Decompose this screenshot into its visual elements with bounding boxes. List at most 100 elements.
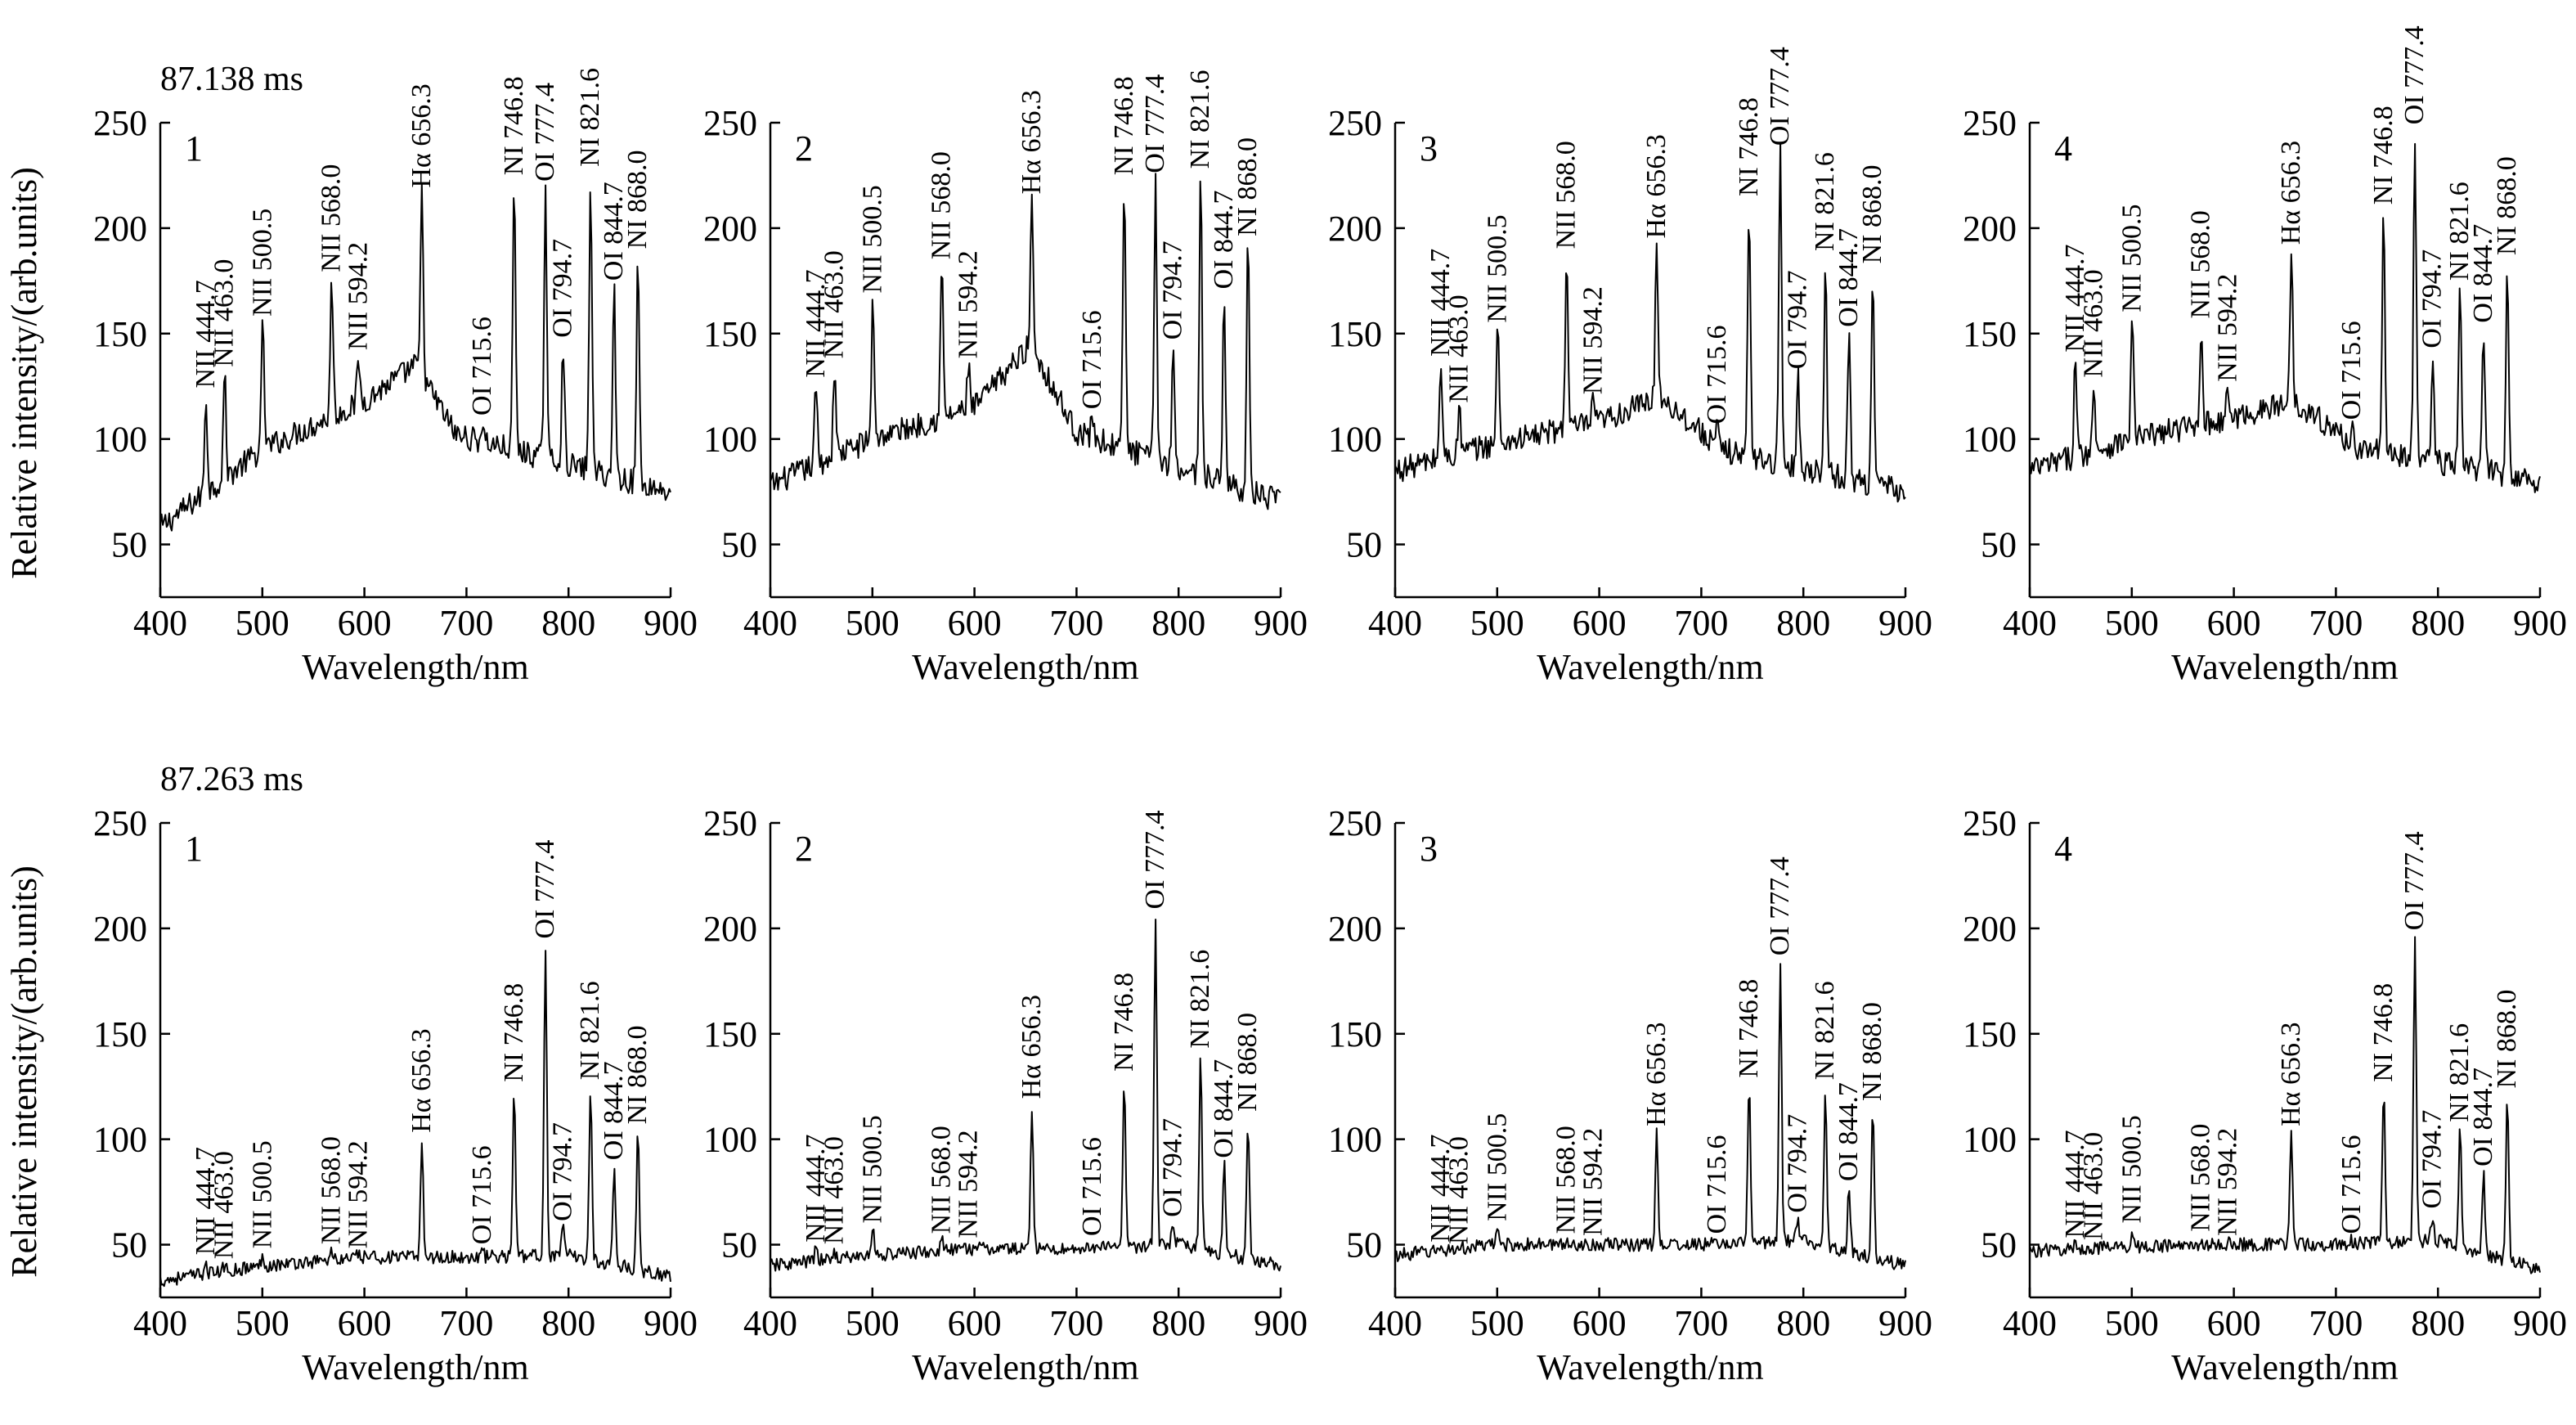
y-tick-label: 50 bbox=[1981, 525, 2017, 565]
y-tick-label: 250 bbox=[1963, 103, 2017, 143]
peak-label: NII 463.0 bbox=[209, 1151, 240, 1259]
peak-label: NI 868.0 bbox=[1857, 1002, 1887, 1101]
y-tick-label: 150 bbox=[1328, 314, 1382, 354]
peak-label: OI 844.7 bbox=[1833, 228, 1864, 327]
panel-number: 2 bbox=[795, 829, 813, 869]
y-tick-label: 150 bbox=[703, 314, 757, 354]
x-tick-label: 400 bbox=[133, 603, 187, 643]
peak-label: NII 444.7 bbox=[801, 269, 831, 377]
x-axis-title: Wavelength/nm bbox=[1537, 647, 1764, 687]
y-tick-label: 50 bbox=[111, 1225, 147, 1265]
peak-label: NII 500.5 bbox=[1482, 214, 1512, 322]
peak-label: NII 500.5 bbox=[857, 185, 887, 293]
peak-label: OI 844.7 bbox=[1209, 1059, 1239, 1158]
x-tick-label: 600 bbox=[1573, 1303, 1627, 1343]
peak-label: OI 715.6 bbox=[2336, 1135, 2367, 1234]
y-tick-label: 200 bbox=[93, 209, 147, 249]
peak-label: NII 463.0 bbox=[209, 259, 240, 367]
peak-label: NII 568.0 bbox=[1551, 141, 1582, 249]
peak-label: NII 463.0 bbox=[2079, 269, 2109, 377]
peak-label: NI 821.6 bbox=[2444, 182, 2475, 281]
peak-label: OI 844.7 bbox=[1833, 1082, 1864, 1181]
y-tick-label: 100 bbox=[1963, 420, 2017, 460]
x-tick-label: 400 bbox=[2003, 603, 2057, 643]
y-tick-label: 200 bbox=[1328, 909, 1382, 949]
y-tick-label: 100 bbox=[703, 420, 757, 460]
y-tick-label: 50 bbox=[1346, 525, 1382, 565]
panel-number: 1 bbox=[185, 128, 203, 169]
spectrum-panel-r1-p3: 400 500 600 700 800 900 50 100 150 200 250 Waveleng… bbox=[1328, 47, 1932, 687]
x-tick-label: 600 bbox=[2207, 603, 2261, 643]
y-tick-label: 50 bbox=[721, 525, 757, 565]
peak-label: NII 500.5 bbox=[247, 1140, 277, 1248]
peak-label: NII 444.7 bbox=[1425, 249, 1456, 357]
peak-label: OI 844.7 bbox=[599, 182, 629, 281]
peak-label: NII 500.5 bbox=[247, 209, 277, 317]
peak-label: NI 821.6 bbox=[1185, 950, 1215, 1049]
x-tick-label: 400 bbox=[133, 1303, 187, 1343]
peak-label: Hα 656.3 bbox=[1641, 1023, 1672, 1126]
peak-label: OI 844.7 bbox=[599, 1061, 629, 1160]
y-tick-label: 50 bbox=[1346, 1225, 1382, 1265]
peak-label: OI 777.4 bbox=[2399, 25, 2430, 124]
peak-label: NII 568.0 bbox=[927, 151, 957, 259]
peak-label: OI 794.7 bbox=[1158, 1118, 1188, 1217]
y-tick-label: 100 bbox=[703, 1120, 757, 1160]
peak-label: NI 746.8 bbox=[1734, 97, 1764, 196]
panel-number: 2 bbox=[795, 128, 813, 169]
x-tick-label: 500 bbox=[2105, 603, 2159, 643]
peak-label: OI 844.7 bbox=[2468, 1068, 2498, 1167]
y-tick-label: 200 bbox=[1963, 909, 2017, 949]
x-tick-label: 400 bbox=[1368, 1303, 1422, 1343]
peak-label: Hα 656.3 bbox=[2276, 1023, 2306, 1126]
spectrum-trace bbox=[2029, 936, 2541, 1274]
peak-label: NII 594.2 bbox=[2212, 1128, 2242, 1236]
peak-label: NI 746.8 bbox=[499, 76, 529, 175]
x-tick-label: 600 bbox=[338, 603, 392, 643]
x-tick-label: 900 bbox=[2513, 1303, 2567, 1343]
x-tick-label: 500 bbox=[846, 1303, 900, 1343]
y-tick-label: 250 bbox=[93, 803, 147, 843]
peak-label: NI 746.8 bbox=[1109, 973, 1139, 1072]
spectrum-trace bbox=[770, 173, 1281, 510]
x-tick-label: 400 bbox=[743, 603, 797, 643]
y-axis-title-row-2: Relative intensity/(arb.units) bbox=[4, 865, 44, 1277]
peak-label: OI 794.7 bbox=[2417, 1110, 2448, 1209]
spectrum-trace bbox=[159, 182, 671, 532]
peak-label: NII 568.0 bbox=[316, 164, 347, 272]
peak-label: NII 463.0 bbox=[1444, 294, 1474, 402]
spectrum-panel-r2-p1: 400 500 600 700 800 900 50 100 150 200 250 Waveleng… bbox=[93, 803, 698, 1387]
peak-label: NII 594.2 bbox=[1577, 286, 1608, 394]
y-tick-label: 250 bbox=[93, 103, 147, 143]
y-tick-label: 100 bbox=[1963, 1120, 2017, 1160]
time-label-row-2: 87.263 ms bbox=[160, 761, 303, 798]
x-tick-label: 900 bbox=[2513, 603, 2567, 643]
y-tick-label: 150 bbox=[93, 1014, 147, 1054]
x-tick-label: 700 bbox=[1049, 1303, 1103, 1343]
x-tick-label: 500 bbox=[236, 1303, 289, 1343]
peak-label: OI 715.6 bbox=[1077, 310, 1107, 409]
x-tick-label: 800 bbox=[1151, 603, 1205, 643]
panel-number: 4 bbox=[2054, 128, 2072, 169]
y-tick-label: 250 bbox=[1963, 803, 2017, 843]
peak-label: Hα 656.3 bbox=[2276, 141, 2306, 245]
x-tick-label: 600 bbox=[948, 1303, 1002, 1343]
x-tick-label: 700 bbox=[2309, 1303, 2363, 1343]
peak-label: NII 594.2 bbox=[953, 1130, 983, 1238]
chart-panels: 400 500 600 700 800 90050100150200250Waveleng… bbox=[93, 25, 2567, 1387]
x-tick-label: 500 bbox=[2105, 1303, 2159, 1343]
x-tick-label: 800 bbox=[541, 603, 595, 643]
peak-label: NII 594.2 bbox=[953, 250, 983, 358]
peak-label: OI 794.7 bbox=[1783, 1114, 1813, 1213]
peak-label: OI 777.4 bbox=[2399, 831, 2430, 930]
x-axis-title: Wavelength/nm bbox=[2171, 647, 2399, 687]
y-tick-label: 150 bbox=[1328, 1014, 1382, 1054]
peak-label: NII 594.2 bbox=[2212, 274, 2242, 382]
x-tick-label: 500 bbox=[1470, 603, 1524, 643]
peak-label: OI 794.7 bbox=[548, 239, 578, 338]
peak-label: NII 463.0 bbox=[1444, 1136, 1474, 1244]
peak-label: OI 794.7 bbox=[2417, 249, 2448, 348]
x-tick-label: 700 bbox=[2309, 603, 2363, 643]
spectrum-trace bbox=[1394, 963, 1906, 1270]
peak-label: Hα 656.3 bbox=[1641, 134, 1672, 238]
